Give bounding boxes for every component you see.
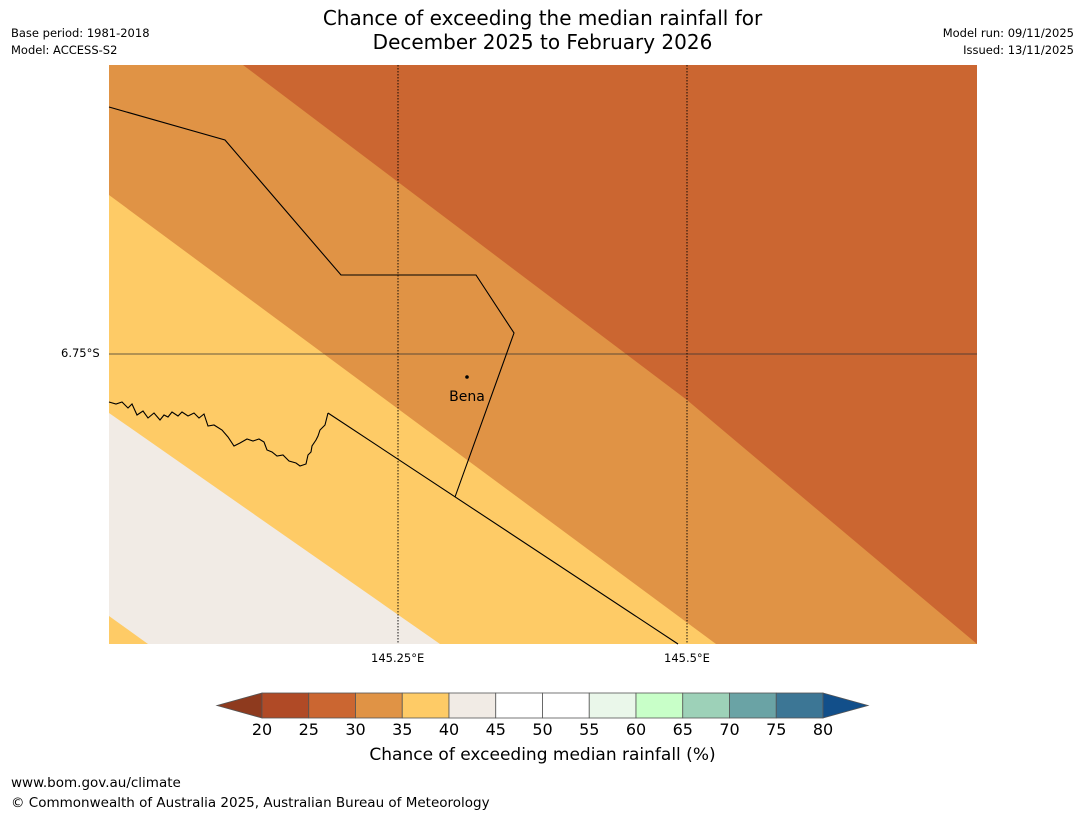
model-name: Model: ACCESS-S2 bbox=[11, 43, 118, 57]
colorbar-segment bbox=[729, 692, 777, 719]
colorbar-segment bbox=[635, 692, 684, 719]
colorbar-segments bbox=[215, 692, 870, 719]
colorbar-tick-label: 80 bbox=[813, 720, 833, 739]
colorbar-segment bbox=[682, 692, 730, 719]
colorbar-tick-label: 40 bbox=[439, 720, 459, 739]
colorbar-segment bbox=[542, 692, 590, 719]
bena-marker-icon bbox=[465, 375, 469, 379]
colorbar-tick-label: 30 bbox=[345, 720, 365, 739]
river-coastline bbox=[108, 401, 329, 467]
place-label: Bena bbox=[449, 389, 485, 405]
meta-left: Base period: 1981-2018 Model: ACCESS-S2 bbox=[11, 25, 150, 59]
latitude-label: 6.75°S bbox=[61, 346, 100, 360]
colorbar-arrow-high bbox=[822, 692, 870, 719]
longitude-label-2: 145.5°E bbox=[664, 651, 710, 665]
title-line-1: Chance of exceeding the median rainfall … bbox=[322, 6, 763, 30]
colorbar-tick-label: 45 bbox=[486, 720, 506, 739]
colorbar-tick-label: 75 bbox=[766, 720, 786, 739]
colorbar-segment bbox=[775, 692, 824, 719]
colorbar-tick-label: 25 bbox=[299, 720, 319, 739]
colorbar-tick-label: 35 bbox=[392, 720, 412, 739]
colorbar-segment bbox=[588, 692, 637, 719]
colorbar-segment bbox=[355, 692, 403, 719]
footer-copyright: © Commonwealth of Australia 2025, Austra… bbox=[11, 795, 490, 811]
issued-date: Issued: 13/11/2025 bbox=[963, 43, 1074, 57]
base-period: Base period: 1981-2018 bbox=[11, 26, 150, 40]
colorbar-tick-label: 60 bbox=[626, 720, 646, 739]
province-boundary-south bbox=[327, 412, 679, 645]
colorbar-segment bbox=[261, 692, 310, 719]
chart-title: Chance of exceeding the median rainfall … bbox=[0, 6, 1085, 54]
colorbar-arrow-low bbox=[215, 692, 263, 719]
colorbar-tick-label: 55 bbox=[579, 720, 599, 739]
model-run: Model run: 09/11/2025 bbox=[942, 26, 1074, 40]
colorbar-tick-label: 70 bbox=[719, 720, 739, 739]
colorbar-tick-label: 65 bbox=[673, 720, 693, 739]
place-bena: Bena bbox=[449, 375, 485, 405]
colorbar-segment bbox=[401, 692, 450, 719]
colorbar-tick-label: 20 bbox=[252, 720, 272, 739]
colorbar-segment bbox=[495, 692, 543, 719]
colorbar-tick-label: 50 bbox=[532, 720, 552, 739]
footer-url[interactable]: www.bom.gov.au/climate bbox=[11, 775, 181, 791]
zone-40-45 bbox=[109, 413, 440, 644]
colorbar-title: Chance of exceeding median rainfall (%) bbox=[369, 745, 716, 765]
graticule bbox=[109, 65, 977, 644]
colorbar-segment bbox=[448, 692, 497, 719]
colorbar-segment bbox=[308, 692, 356, 719]
title-line-2: December 2025 to February 2026 bbox=[372, 30, 713, 54]
province-boundary bbox=[108, 106, 515, 498]
boundaries bbox=[108, 106, 679, 645]
longitude-label-1: 145.25°E bbox=[371, 651, 425, 665]
colorbar-ticks: 20 25 30 35 40 45 50 55 60 65 70 75 80 bbox=[252, 720, 833, 739]
meta-right: Model run: 09/11/2025 Issued: 13/11/2025 bbox=[943, 25, 1074, 59]
